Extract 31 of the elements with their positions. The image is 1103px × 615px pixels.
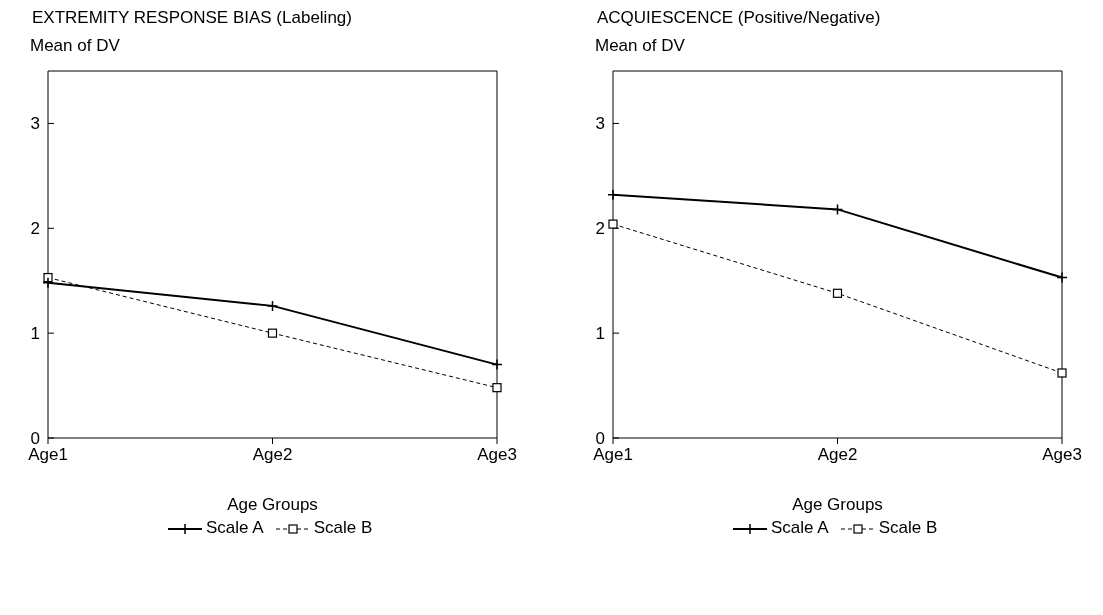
chart-title: EXTREMITY RESPONSE BIAS (Labeling) bbox=[32, 8, 353, 29]
point bbox=[832, 288, 843, 298]
point bbox=[491, 358, 503, 371]
x-tick-label: Age2 bbox=[817, 445, 858, 465]
x-tick-label: Age3 bbox=[1042, 445, 1082, 465]
point bbox=[1056, 271, 1068, 284]
point bbox=[1057, 368, 1067, 378]
y-tick-label: 1 bbox=[595, 324, 605, 344]
legend-label: Scale A bbox=[205, 518, 264, 537]
x-axis-title: Age Groups bbox=[227, 495, 318, 514]
point bbox=[831, 203, 844, 216]
y-tick-label: 1 bbox=[30, 324, 40, 344]
point bbox=[608, 219, 618, 229]
point bbox=[42, 277, 54, 289]
y-tick-label: 2 bbox=[595, 219, 605, 239]
point bbox=[266, 300, 279, 312]
x-axis-title: Age Groups bbox=[792, 495, 883, 514]
x-tick-label: Age3 bbox=[477, 445, 517, 465]
point bbox=[607, 188, 619, 201]
legend-label: Scale B bbox=[312, 518, 373, 537]
chart-title: ACQUIESCENCE (Positive/Negative) bbox=[597, 8, 882, 29]
x-tick-label: Age2 bbox=[252, 445, 293, 465]
y-tick-label: 3 bbox=[595, 114, 605, 134]
point bbox=[492, 383, 502, 393]
legend-label: Scale B bbox=[877, 518, 938, 537]
y-axis-title: Mean of DV bbox=[30, 36, 121, 57]
y-tick-label: 3 bbox=[30, 114, 40, 134]
legend-label: Scale A bbox=[770, 518, 829, 537]
y-tick-label: 2 bbox=[30, 219, 40, 239]
y-axis-title: Mean of DV bbox=[595, 36, 686, 57]
point bbox=[267, 328, 278, 338]
